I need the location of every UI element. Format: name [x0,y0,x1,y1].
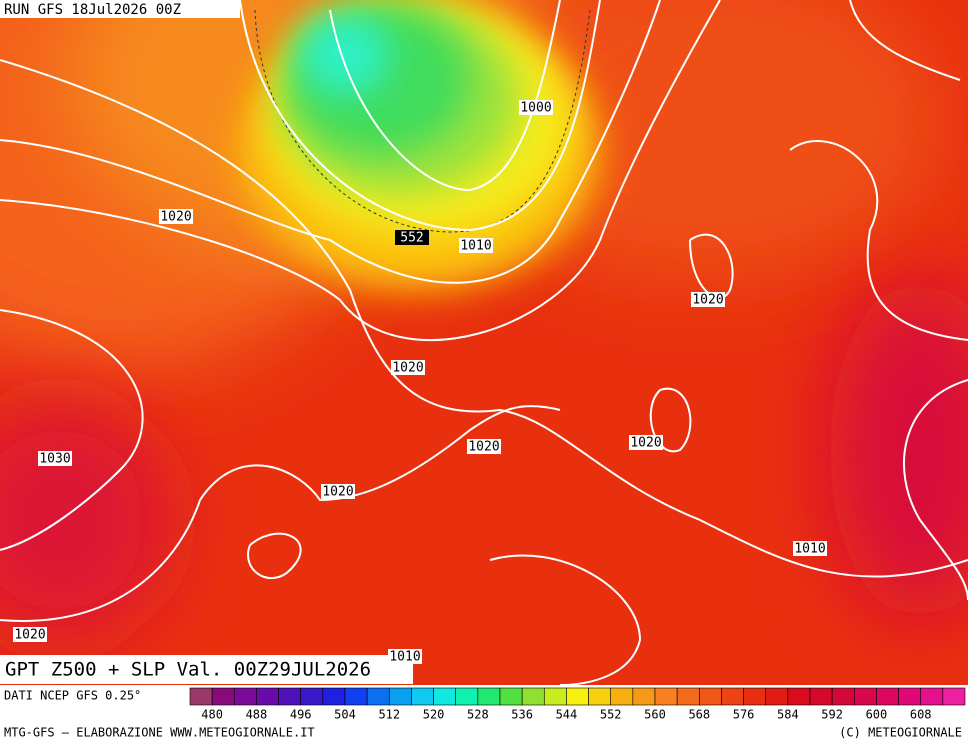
scale-swatch [721,687,744,706]
scale-swatch [543,687,567,706]
scale-label: 544 [556,708,578,722]
copyright: (C) METEOGIORNALE [839,726,962,740]
scale-swatch [211,687,235,706]
scale-swatch [920,687,944,706]
scale-swatch [876,687,899,706]
scale-label: 592 [821,708,843,722]
scale-swatch [388,687,412,706]
scale-swatch [566,687,589,706]
scale-swatch [455,687,479,706]
scale-swatch [477,687,501,706]
scale-label: 488 [246,708,268,722]
scale-label: 560 [644,708,666,722]
scale-swatch [256,687,279,706]
scale-swatch [366,687,390,706]
contour-label: 1020 [392,361,423,376]
contour-label: 1010 [460,239,491,254]
scale-swatch [898,687,922,706]
title-box [0,655,413,684]
label-box [691,292,725,307]
scale-swatch [942,687,966,706]
scale-swatch [831,687,855,706]
contour-label: 1020 [630,436,661,451]
label-box [321,484,355,499]
contour-label: 1020 [14,628,45,643]
scale-label: 512 [378,708,400,722]
scale-swatch [632,687,656,706]
contour-label: 552 [400,231,423,246]
contour-label: 1000 [520,101,551,116]
scale-swatch [610,687,634,706]
scale-label: 520 [423,708,445,722]
scale-swatch [433,687,457,706]
label-box [793,541,827,556]
scale-swatch [676,687,700,706]
scale-swatch [743,687,767,706]
header-box [0,0,240,18]
scale-swatch [765,687,789,706]
label-box [159,209,193,224]
scale-label: 568 [688,708,710,722]
scale-swatch [233,687,257,706]
contour-label: 1020 [322,485,353,500]
run-label: RUN GFS 18Jul2026 00Z [4,2,181,18]
scale-label: 480 [201,708,223,722]
scale-swatch [189,687,213,706]
credit: MTG-GFS — ELABORAZIONE WWW.METEOGIORNALE… [4,726,315,740]
map-field [0,0,968,685]
label-box [459,238,493,253]
scale-label: 600 [866,708,888,722]
source: DATI NCEP GFS 0.25° [4,689,141,703]
scale-swatch [809,687,833,706]
label-box [467,439,501,454]
scale-label: 584 [777,708,799,722]
scale-swatch [278,687,302,706]
scale-swatch [411,687,434,706]
label-box [519,100,553,115]
label-box [13,627,47,642]
scale-swatch [654,687,678,706]
label-box [388,649,422,664]
scale-swatch [322,687,346,706]
scale-swatch [300,687,324,706]
contour-label: 1020 [692,293,723,308]
scale-swatch [787,687,811,706]
scale-swatch [499,687,523,706]
scale-label: 608 [910,708,932,722]
scale-swatch [588,687,612,706]
scale-label: 504 [334,708,356,722]
scale-swatch [698,687,722,706]
label-box [38,451,72,466]
label-box [391,360,425,375]
contour-label: 1020 [468,440,499,455]
color-scale: 480 488 496 504 512 520 528 536 544 552 560 568 576 5… [189,687,966,722]
scale-label: 496 [290,708,312,722]
contour-label: 1010 [389,650,420,665]
scale-swatch [521,687,545,706]
label-box [395,230,429,245]
contour-label: 1020 [160,210,191,225]
contour-label: 1010 [794,542,825,557]
map-title: GPT Z500 + SLP Val. 00Z29JUL2026 [5,659,371,681]
scale-label: 536 [511,708,533,722]
scale-label: 576 [733,708,755,722]
scale-swatch [853,687,877,706]
contour-label: 1030 [39,452,70,467]
scale-label: 528 [467,708,489,722]
isobars [0,0,968,685]
label-box [629,435,663,450]
scale-swatch [344,687,368,706]
scale-label: 552 [600,708,622,722]
